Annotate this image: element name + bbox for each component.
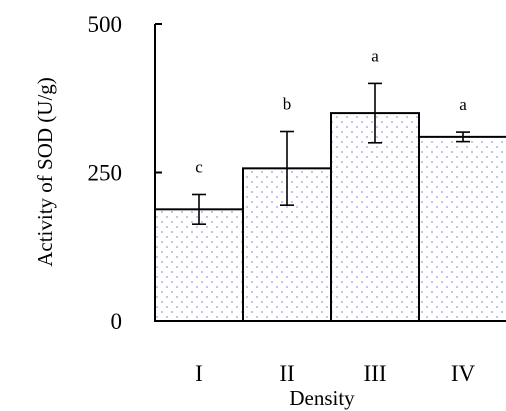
x-axis-label: Density (289, 386, 355, 410)
bar-1 (154, 208, 244, 322)
bar-4 (418, 135, 506, 322)
x-tick-label-4: IV (451, 361, 476, 386)
bars-layer (154, 112, 506, 322)
y-axis-label: Activity of SOD (U/g) (33, 77, 57, 267)
bar-3 (330, 112, 420, 322)
x-tick-label-1: I (195, 361, 203, 386)
significance-letter-4: a (459, 95, 467, 114)
error-bars-layer (192, 82, 470, 225)
significance-letters-layer: c b a a (195, 46, 467, 176)
y-tick-label-500: 500 (88, 12, 123, 37)
x-tick-label-3: III (364, 361, 387, 386)
x-tick-label-2: II (279, 361, 294, 386)
significance-letter-3: a (371, 46, 379, 65)
y-tick-label-250: 250 (88, 161, 123, 186)
significance-letter-1: c (195, 157, 203, 176)
y-tick-label-0: 0 (111, 309, 123, 334)
significance-letter-2: b (283, 95, 292, 114)
